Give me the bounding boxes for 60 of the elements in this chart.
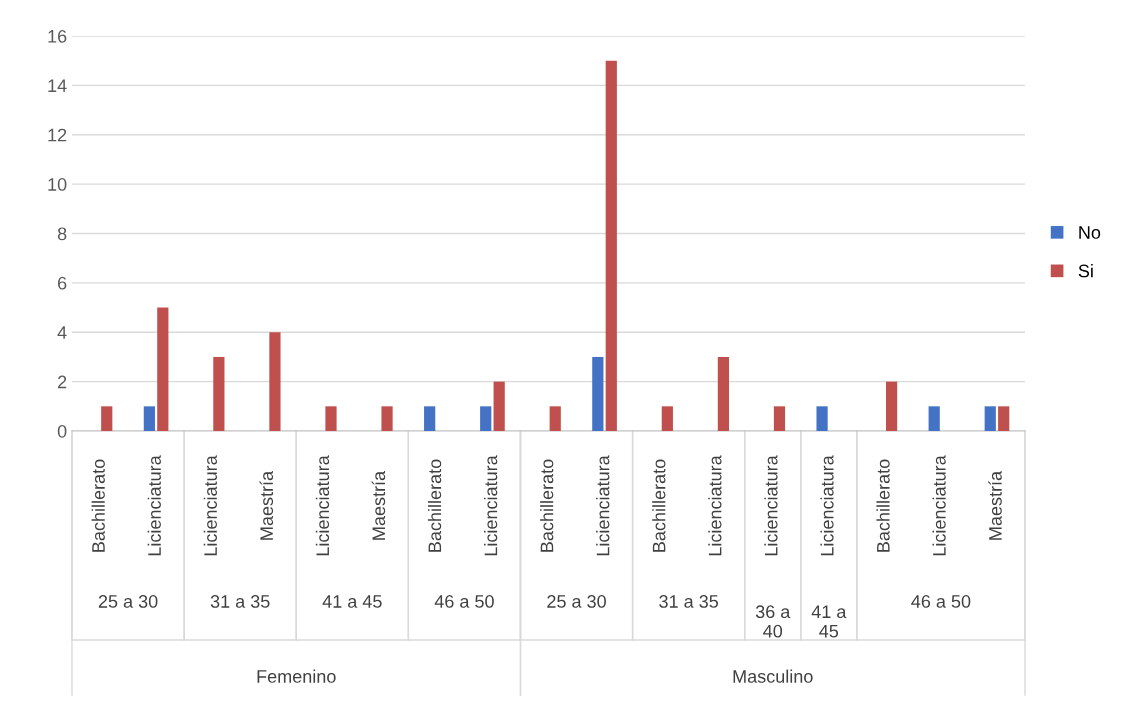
y-tick-label: 2 — [58, 375, 67, 389]
bar — [424, 406, 436, 431]
bar — [213, 356, 225, 431]
y-tick-label: 6 — [58, 276, 67, 290]
bar — [773, 406, 786, 431]
bar — [157, 307, 169, 431]
x-tick-label: Licienciatura — [484, 455, 498, 556]
bar — [592, 356, 604, 431]
bar — [101, 406, 113, 431]
x-tick-label: Maestría — [371, 470, 386, 540]
bar — [381, 406, 393, 431]
x-tick-label: Licienciatura — [315, 455, 330, 556]
bar — [717, 356, 730, 431]
text: 46 a 50 — [911, 595, 971, 608]
text: 31 a 35 — [210, 595, 270, 608]
y-tick-label: 4 — [57, 326, 67, 339]
y-tick-label: 10 — [48, 178, 67, 191]
bar — [661, 406, 673, 431]
y-tick-label: 8 — [57, 227, 67, 241]
x-tick-label: Bachillerato — [540, 459, 554, 552]
x-tick-label: Licienciatura — [203, 455, 217, 556]
bar — [269, 332, 281, 431]
x-tick-label: Licienciatura — [932, 455, 946, 556]
x-tick-label: Licienciatura — [147, 455, 161, 556]
text: 25 a 30 — [98, 595, 158, 608]
y-tick-label: 0 — [57, 424, 67, 438]
x-tick-label: Licienciatura — [820, 455, 834, 556]
bar — [984, 406, 996, 431]
bar — [998, 406, 1010, 431]
text: 25 a 30 — [547, 595, 606, 608]
y-tick-label: 12 — [48, 128, 67, 142]
x-tick-label: Maestría — [259, 470, 274, 540]
y-tick-label: 16 — [48, 29, 67, 43]
text: Masculino — [733, 669, 813, 683]
bar — [885, 381, 898, 431]
text: 31 a 35 — [659, 595, 719, 608]
bar — [325, 406, 337, 431]
text: 41 a 45 — [811, 605, 847, 638]
x-tick-label: Bachillerato — [652, 459, 666, 552]
x-tick-label: Maestría — [988, 470, 1002, 540]
bar — [928, 406, 940, 431]
bar — [493, 381, 505, 431]
x-tick-label: Licienciatura — [764, 455, 778, 556]
bar — [605, 60, 617, 431]
x-tick-label: Bachillerato — [91, 459, 105, 552]
y-tick-label: 14 — [48, 79, 67, 92]
text: 46 a 50 — [434, 595, 494, 608]
bar — [816, 406, 828, 431]
x-tick-label: Bachillerato — [876, 459, 890, 552]
bar — [549, 406, 561, 431]
legend-label: Si — [1078, 264, 1093, 278]
x-tick-label: Bachillerato — [427, 459, 442, 552]
x-tick-label: Licienciatura — [596, 455, 610, 556]
bar — [480, 406, 492, 431]
text: 41 a 45 — [322, 595, 382, 608]
x-tick-label: Licienciatura — [708, 455, 722, 556]
text: Femenino — [257, 669, 336, 683]
bar — [143, 406, 155, 431]
legend-label: No — [1079, 226, 1101, 239]
text: 36 a 40 — [755, 605, 791, 638]
